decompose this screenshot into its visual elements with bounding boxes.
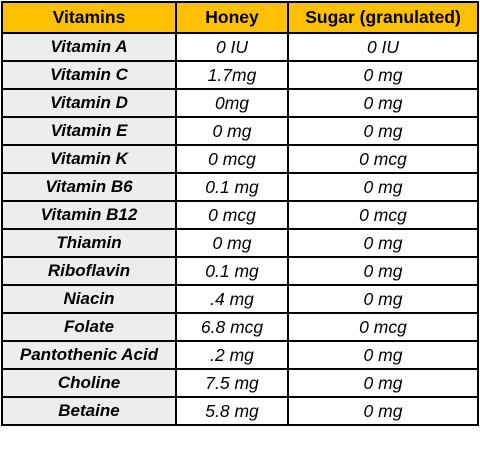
honey-value: 0mg bbox=[175, 88, 289, 118]
table-row: Vitamin C 1.7mg 0 mg bbox=[1, 60, 479, 90]
header-row: Vitamins Honey Sugar (granulated) bbox=[1, 1, 479, 34]
sugar-value: 0 mg bbox=[287, 60, 479, 90]
sugar-value: 0 mg bbox=[287, 116, 479, 146]
table-row: Riboflavin 0.1 mg 0 mg bbox=[1, 256, 479, 286]
sugar-value: 0 mg bbox=[287, 284, 479, 314]
vitamin-name: Vitamin B12 bbox=[1, 200, 177, 230]
sugar-value: 0 mg bbox=[287, 172, 479, 202]
sugar-value: 0 IU bbox=[287, 32, 479, 62]
table-row: Vitamin K 0 mcg 0 mcg bbox=[1, 144, 479, 174]
vitamins-comparison-table: Vitamins Honey Sugar (granulated) Vitami… bbox=[1, 1, 479, 426]
header-vitamins: Vitamins bbox=[1, 1, 177, 34]
honey-value: 6.8 mcg bbox=[175, 312, 289, 342]
honey-value: 0 IU bbox=[175, 32, 289, 62]
table-row: Thiamin 0 mg 0 mg bbox=[1, 228, 479, 258]
honey-value: 0 mg bbox=[175, 116, 289, 146]
sugar-value: 0 mcg bbox=[287, 312, 479, 342]
honey-value: 0 mcg bbox=[175, 200, 289, 230]
vitamin-name: Folate bbox=[1, 312, 177, 342]
table-row: Vitamin A 0 IU 0 IU bbox=[1, 32, 479, 62]
vitamin-name: Thiamin bbox=[1, 228, 177, 258]
table-row: Pantothenic Acid .2 mg 0 mg bbox=[1, 340, 479, 370]
honey-value: 0 mcg bbox=[175, 144, 289, 174]
vitamin-name: Betaine bbox=[1, 396, 177, 426]
table-header: Vitamins Honey Sugar (granulated) bbox=[1, 1, 479, 34]
sugar-value: 0 mg bbox=[287, 88, 479, 118]
table-row: Betaine 5.8 mg 0 mg bbox=[1, 396, 479, 426]
table-row: Vitamin D 0mg 0 mg bbox=[1, 88, 479, 118]
honey-value: 0.1 mg bbox=[175, 172, 289, 202]
table-row: Folate 6.8 mcg 0 mcg bbox=[1, 312, 479, 342]
sugar-value: 0 mcg bbox=[287, 200, 479, 230]
sugar-value: 0 mg bbox=[287, 396, 479, 426]
table-row: Choline 7.5 mg 0 mg bbox=[1, 368, 479, 398]
vitamin-name: Vitamin K bbox=[1, 144, 177, 174]
sugar-value: 0 mg bbox=[287, 228, 479, 258]
honey-value: .4 mg bbox=[175, 284, 289, 314]
vitamin-name: Vitamin E bbox=[1, 116, 177, 146]
vitamin-name: Riboflavin bbox=[1, 256, 177, 286]
table-row: Vitamin B12 0 mcg 0 mcg bbox=[1, 200, 479, 230]
vitamin-name: Vitamin B6 bbox=[1, 172, 177, 202]
sugar-value: 0 mg bbox=[287, 340, 479, 370]
honey-value: 5.8 mg bbox=[175, 396, 289, 426]
vitamin-name: Vitamin C bbox=[1, 60, 177, 90]
honey-value: .2 mg bbox=[175, 340, 289, 370]
honey-value: 1.7mg bbox=[175, 60, 289, 90]
header-sugar: Sugar (granulated) bbox=[287, 1, 479, 34]
vitamin-name: Niacin bbox=[1, 284, 177, 314]
table-row: Vitamin B6 0.1 mg 0 mg bbox=[1, 172, 479, 202]
honey-value: 7.5 mg bbox=[175, 368, 289, 398]
honey-value: 0 mg bbox=[175, 228, 289, 258]
vitamin-name: Choline bbox=[1, 368, 177, 398]
honey-value: 0.1 mg bbox=[175, 256, 289, 286]
table-row: Vitamin E 0 mg 0 mg bbox=[1, 116, 479, 146]
vitamin-name: Vitamin A bbox=[1, 32, 177, 62]
vitamin-name: Pantothenic Acid bbox=[1, 340, 177, 370]
sugar-value: 0 mg bbox=[287, 368, 479, 398]
table-body: Vitamin A 0 IU 0 IU Vitamin C 1.7mg 0 mg… bbox=[1, 32, 479, 426]
header-honey: Honey bbox=[175, 1, 289, 34]
sugar-value: 0 mg bbox=[287, 256, 479, 286]
vitamin-name: Vitamin D bbox=[1, 88, 177, 118]
table-row: Niacin .4 mg 0 mg bbox=[1, 284, 479, 314]
sugar-value: 0 mcg bbox=[287, 144, 479, 174]
